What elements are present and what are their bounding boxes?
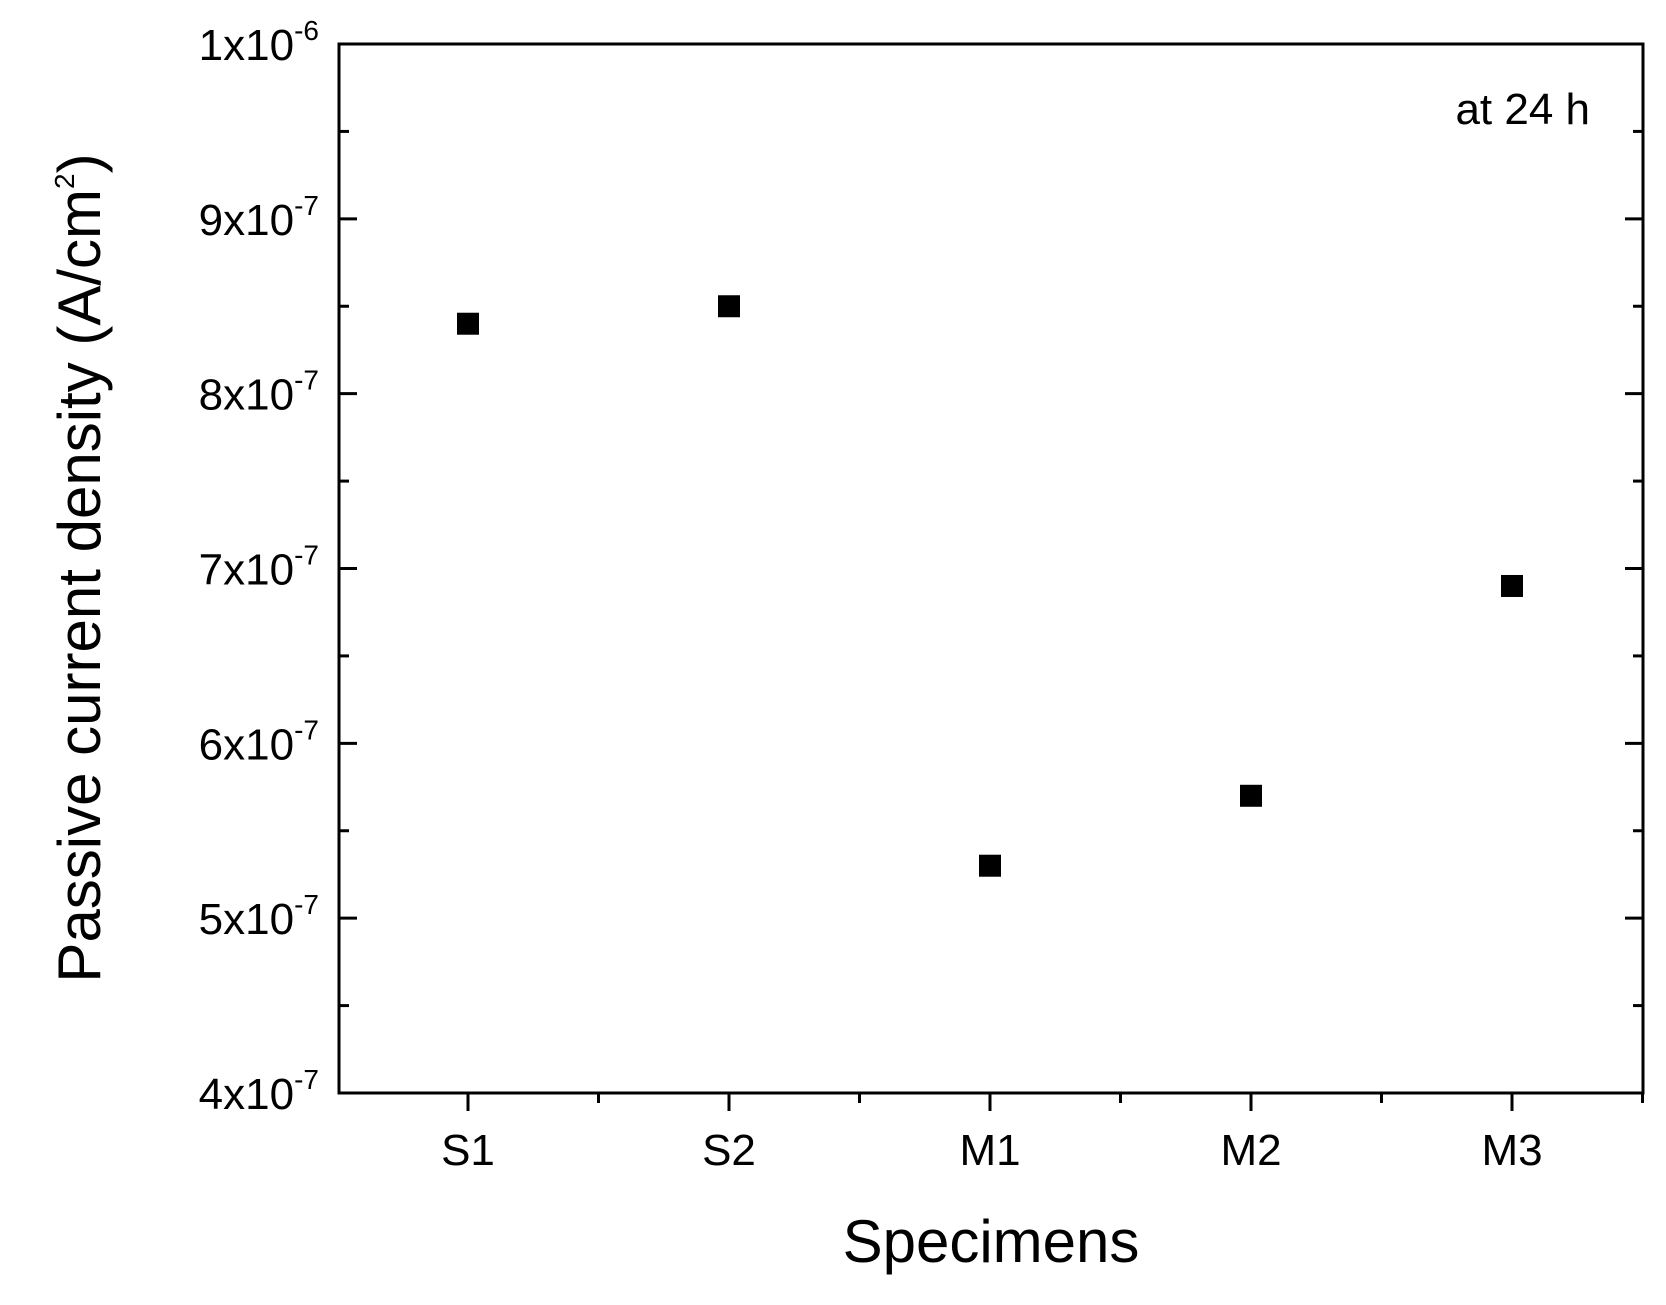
- y-tick-label: 9x10-7: [199, 190, 319, 245]
- y-tick-exponent: -7: [294, 540, 319, 571]
- y-tick-exponent: -7: [294, 1064, 319, 1095]
- data-point-s1: [457, 312, 479, 335]
- x-axis-ticks: S1 S2 M1 M2 M3: [441, 1093, 1644, 1175]
- y-axis-title-suffix: ): [46, 153, 113, 173]
- data-points: [457, 295, 1523, 877]
- x-tick-label: M1: [959, 1126, 1020, 1175]
- data-point-m3: [1501, 574, 1523, 597]
- y-tick-mantissa: 8x10: [199, 371, 294, 420]
- y-tick-label: 8x10-7: [199, 365, 319, 420]
- y-tick-label: 1x10-6: [199, 15, 319, 70]
- y-tick-mantissa: 5x10: [199, 895, 294, 944]
- y-tick-exponent: -7: [294, 190, 319, 221]
- data-point-m2: [1240, 784, 1262, 807]
- y-tick-label: 5x10-7: [199, 889, 319, 944]
- y-tick-label: 7x10-7: [199, 540, 319, 595]
- plot-frame: [337, 42, 1645, 1095]
- y-tick-mantissa: 9x10: [199, 196, 294, 245]
- y-axis-title: Passive current density (A/cm2): [46, 153, 113, 982]
- y-tick-mantissa: 1x10: [199, 21, 294, 70]
- y-tick-label: 4x10-7: [199, 1064, 319, 1119]
- y-tick-mantissa: 6x10: [199, 720, 294, 769]
- y-tick-label: 6x10-7: [199, 714, 319, 769]
- y-tick-mantissa: 4x10: [199, 1070, 294, 1119]
- y-axis-title-main: Passive current density (A/cm: [46, 189, 113, 983]
- annotation-text: at 24 h: [1455, 85, 1590, 134]
- data-point-s2: [718, 295, 740, 318]
- y-axis-ticks: 4x10-75x10-76x10-77x10-78x10-79x10-71x10…: [199, 15, 1643, 1119]
- x-tick-label: S1: [441, 1126, 495, 1175]
- y-tick-exponent: -7: [294, 714, 319, 745]
- y-tick-exponent: -7: [294, 365, 319, 396]
- x-tick-label: M2: [1220, 1126, 1281, 1175]
- x-axis-title: Specimens: [843, 1208, 1140, 1275]
- y-tick-exponent: -7: [294, 889, 319, 920]
- y-tick-exponent: -6: [294, 15, 319, 46]
- y-tick-mantissa: 7x10: [199, 546, 294, 595]
- data-point-m1: [979, 854, 1001, 877]
- x-tick-label: S2: [702, 1126, 756, 1175]
- x-tick-label: M3: [1481, 1126, 1542, 1175]
- y-axis-title-superscript: 2: [49, 173, 80, 189]
